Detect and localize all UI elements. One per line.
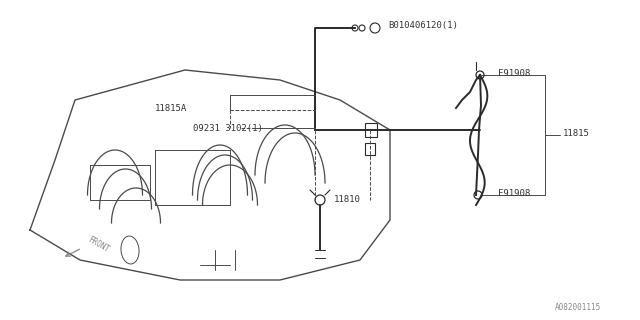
Text: 09231 3102(1): 09231 3102(1) <box>193 124 263 132</box>
Text: 11815: 11815 <box>563 129 590 138</box>
Text: B010406120(1): B010406120(1) <box>388 20 458 29</box>
Text: FRONT: FRONT <box>86 235 111 255</box>
Text: F91908: F91908 <box>498 188 531 197</box>
Text: 11815A: 11815A <box>155 103 188 113</box>
Text: F91908: F91908 <box>498 68 531 77</box>
Text: A082001115: A082001115 <box>555 303 601 313</box>
Text: 11810: 11810 <box>334 196 361 204</box>
Bar <box>365 123 377 137</box>
Bar <box>365 143 375 155</box>
